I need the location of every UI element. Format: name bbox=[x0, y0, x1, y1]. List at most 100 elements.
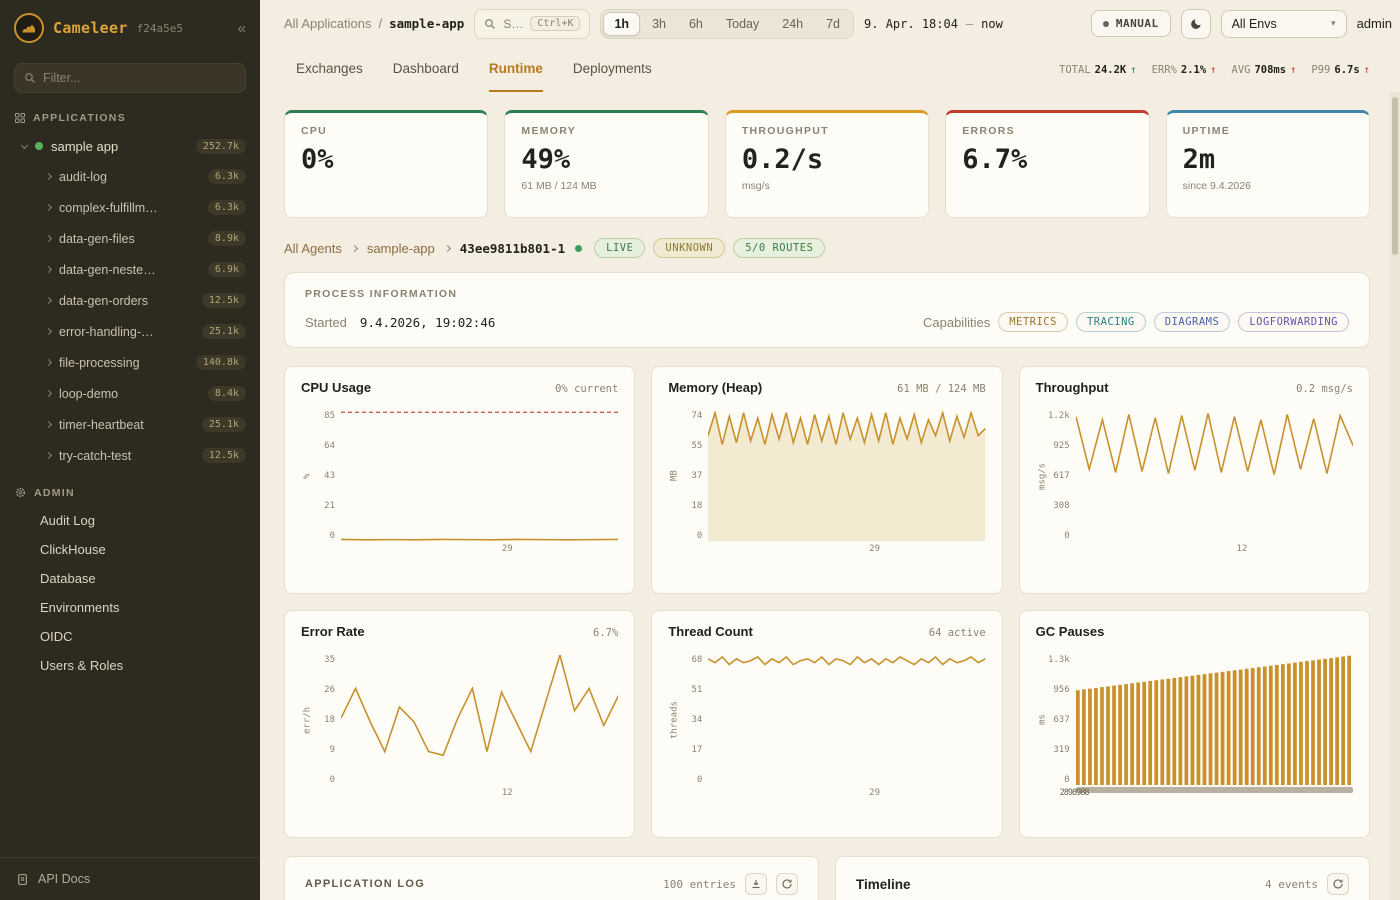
chart-x-tick: 12 bbox=[501, 788, 513, 798]
admin-item-label: Environments bbox=[40, 600, 120, 615]
time-range-button[interactable]: 1h bbox=[603, 11, 641, 36]
filter-input[interactable] bbox=[43, 71, 236, 85]
env-select[interactable]: All Envs ▾ bbox=[1220, 9, 1347, 38]
tab[interactable]: Exchanges bbox=[296, 61, 363, 76]
scrollbar-track[interactable] bbox=[1390, 92, 1400, 900]
metric-row: CPU 0% MEMORY 49% 61 MB / 124 MB THROUGH… bbox=[284, 110, 1371, 218]
sidebar-collapse-icon[interactable]: « bbox=[237, 19, 246, 37]
time-range-button[interactable]: Today bbox=[725, 16, 760, 31]
status-badge[interactable]: LIVE bbox=[594, 238, 646, 258]
agents-crumb-app[interactable]: sample-app bbox=[366, 240, 435, 256]
chart-plot-svg bbox=[341, 411, 618, 541]
chevron-right-icon bbox=[44, 358, 53, 367]
chart-card: Error Rate 6.7% err/h 35 26 18 9 0 12 bbox=[284, 610, 636, 838]
time-range-button[interactable]: 24h bbox=[782, 16, 804, 31]
agent-badges: LIVE UNKNOWN 5/0 ROUTES bbox=[594, 238, 826, 258]
agent-breadcrumb: All Agents sample-app 43ee9811b801-1 LIV… bbox=[284, 238, 1370, 258]
sidebar-tree-item[interactable]: file-processing 140.8k bbox=[0, 347, 260, 378]
user-name[interactable]: admin bbox=[1356, 16, 1392, 31]
tab-stats: TOTAL 24.2K ↑ ERR% 2.1% ↑ AVG 708ms ↑ P9… bbox=[1059, 47, 1370, 92]
chart-y-axis-label: % bbox=[302, 473, 313, 479]
chevron-right-icon bbox=[350, 244, 358, 252]
sidebar-admin-item[interactable]: Users & Roles bbox=[0, 651, 260, 680]
breadcrumb-root[interactable]: All Applications bbox=[284, 16, 372, 31]
topbar: All Applications / sample-app S… Ctrl+K … bbox=[260, 0, 1400, 47]
sidebar-admin-item[interactable]: Audit Log bbox=[0, 506, 260, 535]
search-placeholder: S… bbox=[503, 16, 524, 31]
sidebar-filter[interactable] bbox=[14, 63, 246, 93]
stat-label: P99 bbox=[1311, 63, 1331, 76]
sidebar-admin-item[interactable]: Database bbox=[0, 564, 260, 593]
chart-y-axis-label: MB bbox=[669, 470, 680, 482]
chart-x-tick: 2898988 bbox=[1059, 788, 1090, 798]
manual-dot-icon bbox=[1102, 20, 1109, 27]
tree-item-count: 6.3k bbox=[207, 169, 246, 184]
breadcrumb-current: sample-app bbox=[389, 16, 465, 31]
camel-logo-icon bbox=[14, 13, 44, 43]
stat-label: ERR% bbox=[1151, 63, 1177, 76]
applications-section-header: APPLICATIONS bbox=[0, 97, 260, 131]
chart-y-axis-label: threads bbox=[669, 701, 680, 739]
capability-pill[interactable]: TRACING bbox=[1075, 312, 1146, 332]
global-search[interactable]: S… Ctrl+K bbox=[474, 8, 591, 39]
sidebar-tree-item[interactable]: data-gen-neste… 6.9k bbox=[0, 254, 260, 285]
metric-value: 6.7% bbox=[962, 144, 1028, 175]
metric-label: CPU bbox=[301, 125, 328, 137]
agent-status-dot bbox=[575, 244, 583, 252]
capability-pill[interactable]: DIAGRAMS bbox=[1153, 312, 1231, 332]
chart-value-label: 61 MB / 124 MB bbox=[897, 383, 986, 395]
chart-plot-svg bbox=[708, 655, 985, 785]
chart-y-ticks: 85 64 43 21 0 bbox=[324, 411, 335, 541]
sidebar-tree-item[interactable]: complex-fulfillm… 6.3k bbox=[0, 192, 260, 223]
admin-item-label: ClickHouse bbox=[40, 542, 106, 557]
time-range-button[interactable]: 3h bbox=[652, 16, 666, 31]
log-entries-count: 100 entries bbox=[663, 877, 736, 891]
sidebar-tree-item[interactable]: try-catch-test 12.5k bbox=[0, 440, 260, 471]
chart-brush[interactable] bbox=[1075, 787, 1353, 793]
sidebar-admin-item[interactable]: ClickHouse bbox=[0, 535, 260, 564]
manual-refresh-button[interactable]: MANUAL bbox=[1090, 10, 1171, 37]
sidebar-admin-item[interactable]: OIDC bbox=[0, 622, 260, 651]
tree-item-label: data-gen-files bbox=[59, 231, 135, 246]
refresh-button[interactable] bbox=[776, 873, 798, 895]
sidebar-tree-item[interactable]: data-gen-orders 12.5k bbox=[0, 285, 260, 316]
chart-title: Throughput bbox=[1035, 380, 1109, 395]
sidebar-tree-item[interactable]: error-handling-… 25.1k bbox=[0, 316, 260, 347]
tree-item-count: 6.3k bbox=[207, 200, 246, 215]
sidebar-tree-item[interactable]: audit-log 6.3k bbox=[0, 161, 260, 192]
time-range-button[interactable]: 7d bbox=[826, 16, 841, 31]
time-range-button[interactable]: 6h bbox=[688, 16, 703, 31]
chart-title: CPU Usage bbox=[301, 380, 372, 395]
status-badge[interactable]: 5/0 ROUTES bbox=[733, 238, 826, 258]
capability-pill[interactable]: LOGFORWARDING bbox=[1238, 312, 1349, 332]
chart-plot: 12 bbox=[1076, 411, 1353, 555]
date-range[interactable]: 9. Apr. 18:04 — now bbox=[864, 17, 1003, 31]
api-docs-link[interactable]: API Docs bbox=[0, 857, 260, 900]
trend-up-icon: ↑ bbox=[1363, 63, 1370, 76]
metric-label: ERRORS bbox=[962, 125, 1015, 137]
dark-mode-toggle[interactable] bbox=[1180, 8, 1211, 39]
download-button[interactable] bbox=[745, 873, 767, 895]
download-icon bbox=[752, 880, 760, 889]
tab[interactable]: Runtime bbox=[488, 47, 543, 92]
agents-crumb-root[interactable]: All Agents bbox=[284, 240, 342, 256]
chevron-down-icon: ▾ bbox=[1331, 18, 1336, 28]
sidebar-tree-item[interactable]: data-gen-files 8.9k bbox=[0, 223, 260, 254]
sidebar-tree-item[interactable]: timer-heartbeat 25.1k bbox=[0, 409, 260, 440]
tab[interactable]: Deployments bbox=[572, 61, 652, 76]
stat-value: 708ms bbox=[1254, 63, 1287, 76]
status-badge[interactable]: UNKNOWN bbox=[653, 238, 726, 258]
sidebar-item-sample-app[interactable]: sample app 252.7k bbox=[0, 131, 260, 161]
sidebar-admin-item[interactable]: Environments bbox=[0, 593, 260, 622]
capability-pill[interactable]: METRICS bbox=[998, 312, 1068, 332]
capabilities-list: METRICS TRACING DIAGRAMS LOGFORWARDING bbox=[998, 312, 1349, 332]
admin-item-label: Users & Roles bbox=[40, 658, 124, 673]
sidebar-tree-item[interactable]: loop-demo 8.4k bbox=[0, 378, 260, 409]
trend-up-icon: ↑ bbox=[1290, 63, 1297, 76]
tab-list: Exchanges Dashboard Runtime Deployments bbox=[296, 47, 652, 92]
tab[interactable]: Dashboard bbox=[392, 61, 459, 76]
chevron-right-icon bbox=[44, 451, 53, 460]
refresh-button[interactable] bbox=[1327, 873, 1349, 895]
scrollbar-thumb[interactable] bbox=[1392, 97, 1398, 255]
trend-up-icon: ↑ bbox=[1210, 63, 1217, 76]
